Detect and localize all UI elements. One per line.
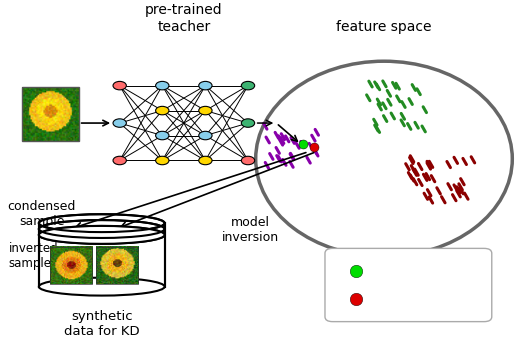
Bar — [22, 87, 79, 141]
Bar — [96, 247, 138, 284]
Text: condensed
sample: condensed sample — [7, 200, 76, 228]
Circle shape — [199, 82, 212, 90]
Ellipse shape — [39, 278, 165, 295]
Text: inverted
samples: inverted samples — [9, 242, 58, 270]
Circle shape — [155, 156, 169, 165]
Circle shape — [155, 131, 169, 140]
Circle shape — [241, 156, 255, 165]
Circle shape — [155, 82, 169, 90]
Circle shape — [199, 106, 212, 115]
Circle shape — [199, 131, 212, 140]
Ellipse shape — [39, 226, 165, 244]
FancyBboxPatch shape — [325, 248, 492, 322]
Text: feature space: feature space — [336, 20, 432, 33]
Text: prototype: prototype — [375, 265, 436, 278]
Circle shape — [199, 156, 212, 165]
Circle shape — [241, 82, 255, 90]
Bar — [50, 247, 93, 284]
Circle shape — [241, 119, 255, 127]
Text: synthetic
data for KD: synthetic data for KD — [64, 310, 139, 338]
Text: model
inversion: model inversion — [222, 216, 279, 244]
Circle shape — [113, 82, 126, 90]
Ellipse shape — [39, 226, 165, 244]
Circle shape — [113, 119, 126, 127]
Text: populated
sample: populated sample — [375, 285, 438, 313]
Circle shape — [113, 156, 126, 165]
Bar — [39, 223, 165, 287]
Text: pre-trained
teacher: pre-trained teacher — [145, 3, 223, 33]
Circle shape — [155, 106, 169, 115]
